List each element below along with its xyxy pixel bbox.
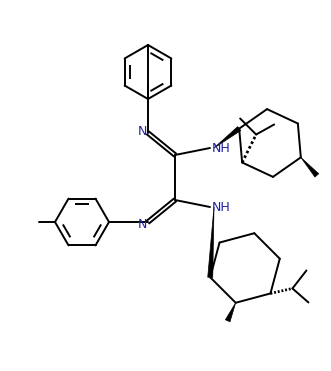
Text: NH: NH [212, 141, 231, 154]
Text: NH: NH [212, 200, 231, 213]
Text: N: N [137, 125, 147, 138]
Text: N: N [137, 217, 147, 230]
Polygon shape [225, 303, 236, 322]
Polygon shape [301, 157, 319, 177]
Polygon shape [214, 127, 241, 148]
Polygon shape [208, 207, 214, 278]
